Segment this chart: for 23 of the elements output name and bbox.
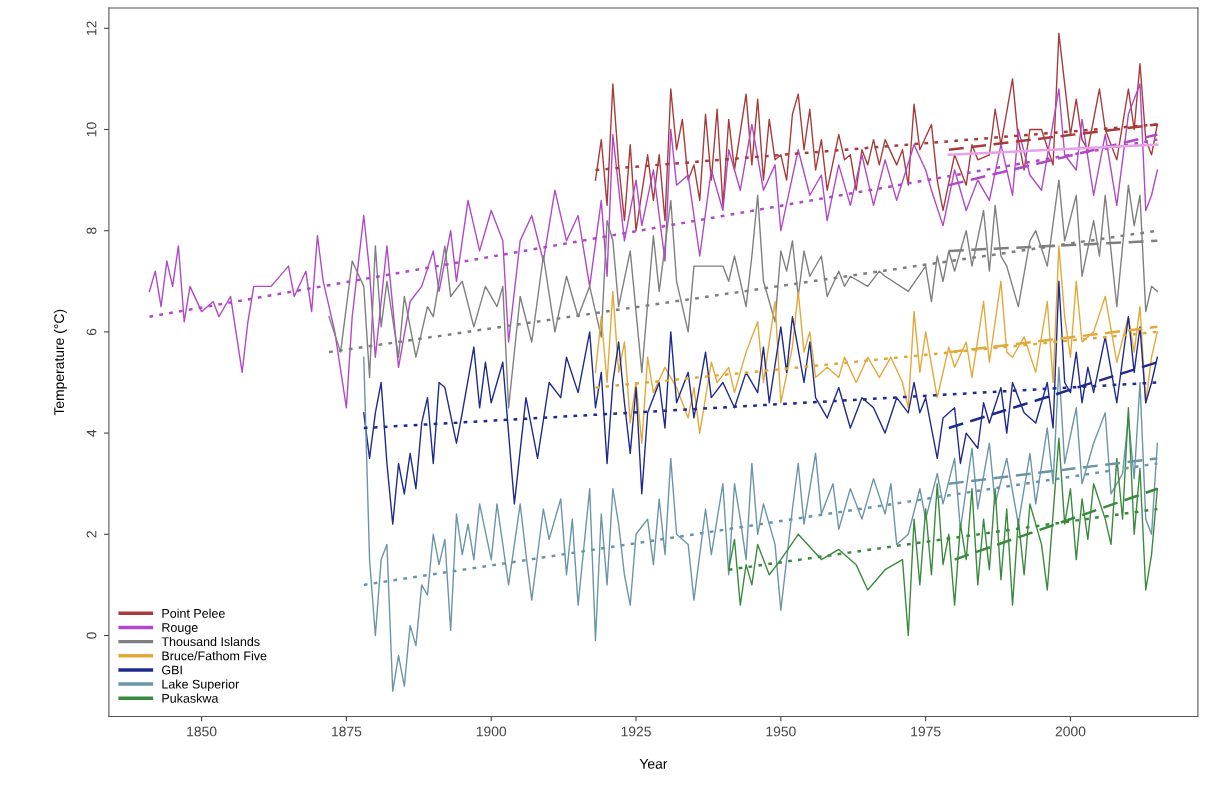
y-tick-label: 12	[86, 21, 97, 35]
y-tick-label: 4	[86, 429, 97, 437]
legend-label: Thousand Islands	[161, 636, 260, 647]
x-tick-label: 1900	[476, 726, 507, 737]
x-tick-label: 1925	[621, 726, 651, 737]
y-tick-label: 10	[86, 122, 97, 137]
x-tick-label: 1950	[766, 726, 796, 737]
y-tick-label: 8	[86, 227, 97, 234]
y-axis-title: Temperature (°C)	[53, 309, 67, 416]
y-tick-label: 2	[86, 531, 97, 538]
x-tick-label: 1875	[332, 726, 362, 737]
x-axis-title: Year	[639, 759, 668, 769]
x-tick-label: 1975	[911, 726, 941, 737]
x-tick-label: 1850	[187, 726, 217, 737]
legend-label: Pukaskwa	[162, 693, 219, 703]
legend-label: Rouge	[162, 623, 198, 635]
y-tick-label: 6	[86, 328, 97, 336]
legend-label: Point Pelee	[162, 608, 225, 618]
x-tick-label: 2000	[1055, 726, 1086, 737]
legend-label: Lake Superior	[162, 679, 240, 692]
legend-label: Bruce/Fathom Five	[162, 651, 267, 661]
y-tick-label: 0	[86, 632, 97, 639]
legend-label: GBI	[162, 665, 182, 675]
